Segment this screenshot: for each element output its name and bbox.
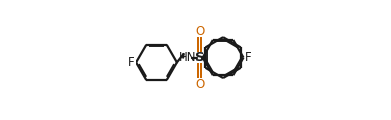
Text: HN: HN — [179, 51, 196, 64]
Text: O: O — [195, 78, 204, 90]
Text: F: F — [245, 51, 252, 64]
Text: O: O — [195, 25, 204, 38]
Text: S: S — [195, 51, 204, 64]
Text: F: F — [128, 56, 134, 69]
